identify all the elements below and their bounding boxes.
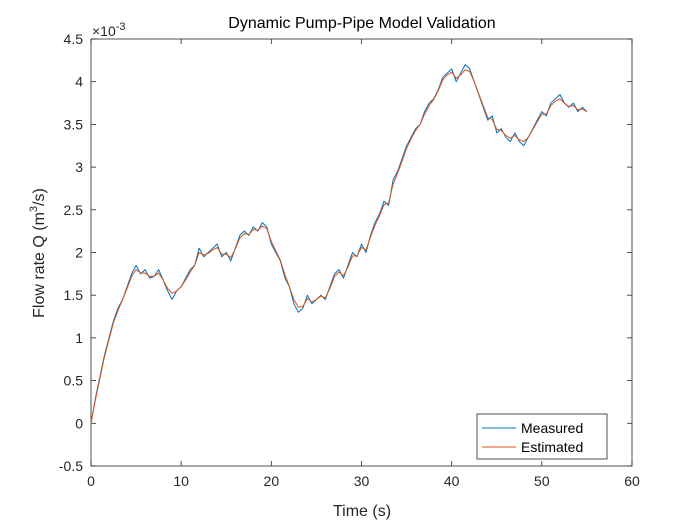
- y-tick-label: -0.5: [59, 458, 83, 474]
- y-ticks: -0.5 0 0.5 1 1.5 2 2.5 3 3.5 4 4.5: [59, 31, 632, 474]
- y-exponent-power: -3: [116, 21, 126, 33]
- y-tick-label: 2: [75, 245, 83, 261]
- x-tick-label: 30: [354, 473, 370, 489]
- y-tick-label: 0: [75, 415, 83, 431]
- y-tick-label: 1: [75, 330, 83, 346]
- y-tick-label: 4.5: [64, 31, 84, 47]
- x-tick-label: 40: [444, 473, 460, 489]
- y-tick-label: 0.5: [64, 373, 84, 389]
- y-axis-title-prefix: Flow rate Q (m: [31, 212, 48, 318]
- x-tick-label: 20: [264, 473, 280, 489]
- y-tick-label: 3: [75, 159, 83, 175]
- plot-area: [90, 38, 633, 467]
- legend-label-estimated: Estimated: [521, 439, 583, 455]
- x-ticks: 0 10 20 30 40 50 60: [87, 39, 640, 489]
- x-tick-label: 50: [534, 473, 550, 489]
- y-axis-title-suffix: /s): [31, 188, 48, 206]
- legend: Measured Estimated: [476, 413, 608, 460]
- y-axis-title-sup: 3: [28, 206, 40, 212]
- x-tick-label: 60: [624, 473, 640, 489]
- x-tick-label: 10: [173, 473, 189, 489]
- y-tick-label: 3.5: [64, 116, 84, 132]
- x-axis-title: Time (s): [333, 503, 391, 520]
- y-exponent-label: ×10-3: [92, 21, 126, 39]
- series-lines: [90, 64, 588, 424]
- y-tick-label: 4: [75, 74, 83, 90]
- legend-label-measured: Measured: [521, 420, 583, 436]
- chart-title: Dynamic Pump-Pipe Model Validation: [228, 15, 495, 32]
- y-exponent-base: ×10: [92, 23, 116, 39]
- y-tick-label: 2.5: [64, 202, 84, 218]
- y-axis-title: Flow rate Q (m3/s): [28, 188, 48, 318]
- legend-box: [476, 413, 608, 460]
- y-tick-label: 1.5: [64, 287, 84, 303]
- x-tick-label: 0: [87, 473, 95, 489]
- series-line-estimated: [90, 69, 588, 424]
